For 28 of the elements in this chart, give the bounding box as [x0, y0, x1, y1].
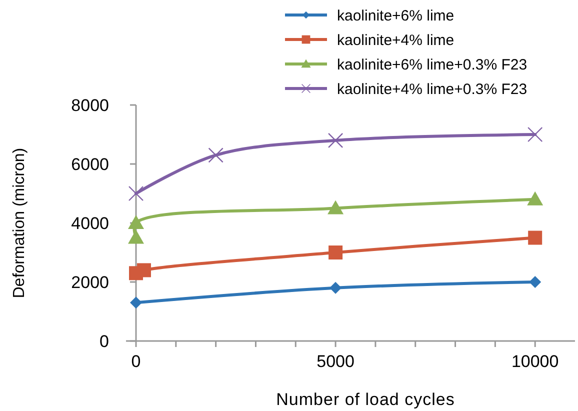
- x-tick-label: 10000: [511, 352, 559, 371]
- legend-label: kaolinite+6% lime+0.3% F23: [337, 56, 528, 74]
- legend-label: kaolinite+4% lime: [337, 32, 454, 49]
- point: [527, 191, 544, 206]
- point: [128, 186, 144, 202]
- point: [528, 230, 542, 245]
- y-tick-label: 4000: [71, 214, 109, 233]
- y-tick-label: 8000: [71, 96, 109, 115]
- point: [208, 148, 224, 163]
- x-tick-label: 0: [131, 352, 141, 371]
- point: [136, 263, 151, 278]
- y-tick-label: 0: [100, 332, 109, 351]
- point: [527, 126, 543, 142]
- point: [328, 200, 344, 214]
- x-tick-label: 5000: [316, 352, 354, 371]
- point: [330, 282, 342, 294]
- y-tick-label: 6000: [71, 154, 109, 174]
- y-axis-title: Deformation (micron): [11, 148, 28, 298]
- legend-label: kaolinite+4% lime+0.3% F23: [337, 80, 528, 98]
- y-tick-label: 2000: [71, 272, 109, 292]
- point: [529, 276, 542, 288]
- point: [328, 246, 343, 260]
- x-axis-title: Number of load cycles: [276, 390, 455, 409]
- point: [128, 215, 144, 229]
- legend-label: kaolinite+6% lime: [337, 7, 454, 24]
- point: [128, 230, 144, 244]
- point: [328, 132, 344, 148]
- point: [130, 296, 142, 309]
